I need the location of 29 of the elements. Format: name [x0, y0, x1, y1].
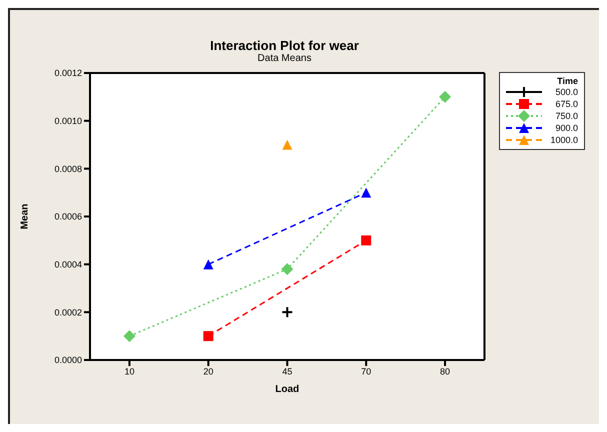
y-tick-label: 0.0008 [54, 164, 82, 174]
point [282, 140, 292, 150]
point [123, 330, 136, 342]
y-tick-label: 0.0000 [54, 355, 82, 366]
x-tick-label: 70 [361, 366, 372, 376]
x-tick-label: 80 [440, 366, 450, 376]
y-axis-title: Mean [20, 204, 31, 230]
x-axis-title: Load [275, 384, 300, 395]
point [203, 331, 214, 342]
y-tick-label: 0.0004 [54, 260, 82, 270]
point [439, 90, 452, 103]
x-tick-label: 20 [203, 366, 214, 376]
chart-subtitle: Data Means [256, 53, 312, 64]
legend-label: 750.0 [555, 111, 578, 121]
y-tick-label: 0.0006 [54, 212, 82, 222]
chart-title: Interaction Plot for wear [209, 38, 360, 53]
point [281, 263, 294, 276]
legend-label: 900.0 [555, 123, 578, 133]
legend-label: 675.0 [555, 99, 578, 109]
legend-title: Time [556, 76, 578, 86]
legend-label: 1000.0 [550, 135, 578, 145]
y-tick-label: 0.0012 [54, 68, 82, 78]
y-tick-label: 0.0010 [54, 116, 82, 126]
point [361, 235, 372, 246]
x-tick-label: 10 [124, 366, 134, 376]
x-tick-label: 45 [282, 366, 292, 376]
point [281, 306, 294, 318]
legend-label: 500.0 [555, 87, 578, 97]
y-tick-label: 0.0002 [54, 307, 82, 318]
